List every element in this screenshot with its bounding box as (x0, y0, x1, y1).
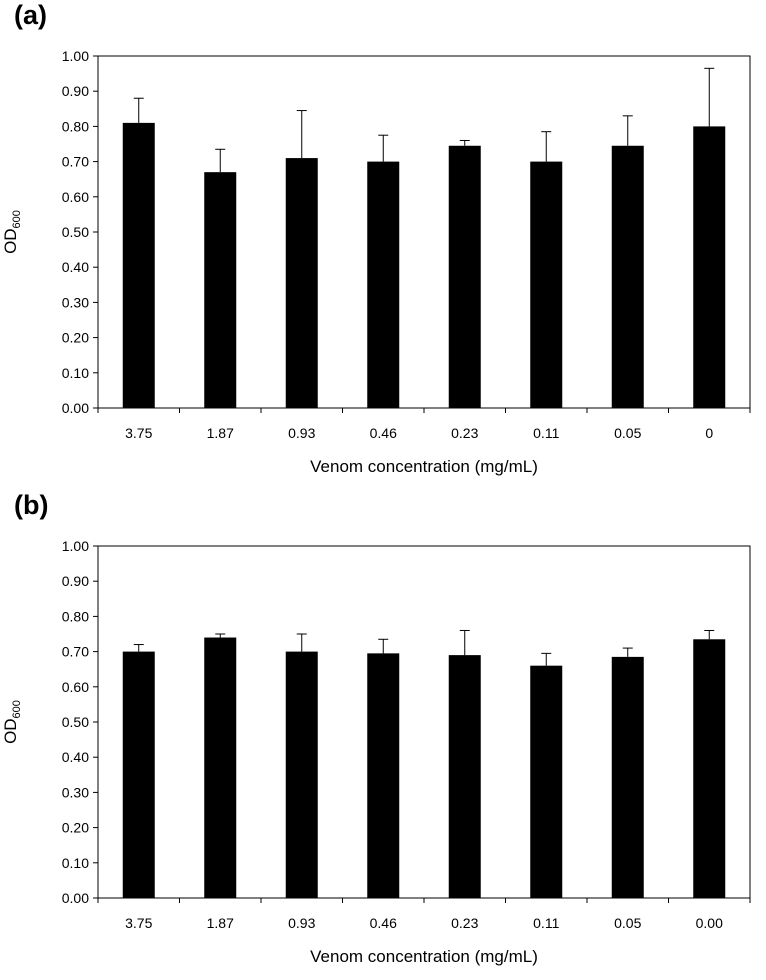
y-tick-label: 0.20 (62, 330, 89, 346)
plot-frame (97, 55, 751, 409)
panel-label: (a) (14, 0, 47, 30)
x-tick-label: 0.46 (370, 425, 397, 441)
y-axis-title-main: OD (1, 228, 20, 254)
bar (122, 651, 155, 898)
bar (611, 145, 644, 408)
bar (530, 161, 563, 408)
y-tick-label: 0.30 (62, 784, 89, 800)
chart-panel-b: (b) 0.00 0.10 0.20 0.30 0.40 0.50 0.60 0.70 0.80… (0, 490, 766, 980)
y-tick-label: 0.60 (62, 679, 89, 695)
y-tick-label: 0.50 (62, 224, 89, 240)
x-tick-label: 0 (705, 425, 713, 441)
x-tick-label: 0.23 (451, 915, 478, 931)
x-tick-label: 0.93 (288, 425, 315, 441)
y-axis-title-main: OD (1, 718, 20, 744)
y-tick-label: 1.00 (62, 538, 89, 554)
x-tick-label: 0.93 (288, 915, 315, 931)
bar (285, 158, 318, 408)
y-tick-label: 0.50 (62, 714, 89, 730)
y-tick-label: 0.70 (62, 644, 89, 660)
x-tick-label: 0.23 (451, 425, 478, 441)
y-tick-label: 0.30 (62, 294, 89, 310)
y-tick-label: 0.60 (62, 189, 89, 205)
bar (693, 126, 726, 409)
y-tick-label: 0.80 (62, 118, 89, 134)
y-axis-title: OD600 (1, 700, 23, 744)
bar (448, 655, 481, 898)
panel-label: (b) (14, 490, 49, 520)
y-tick-label: 0.90 (62, 83, 89, 99)
x-tick-label: 1.87 (207, 425, 234, 441)
y-tick-label: 0.20 (62, 820, 89, 836)
y-tick-label: 1.00 (62, 48, 89, 64)
x-tick-label: 0.05 (614, 915, 641, 931)
bar (611, 656, 644, 898)
bar (367, 653, 400, 898)
bar (122, 122, 155, 408)
y-tick-label: 0.80 (62, 608, 89, 624)
y-tick-label: 0.40 (62, 259, 89, 275)
y-axis-title-subscript: 600 (11, 700, 23, 718)
y-tick-label: 0.40 (62, 749, 89, 765)
bar (285, 651, 318, 898)
y-tick-label: 0.10 (62, 855, 89, 871)
y-tick-label: 0.00 (62, 400, 89, 416)
y-axis-title: OD600 (1, 210, 23, 254)
chart-panel-a: (a) 0.00 0.10 0.20 0.30 0.40 0.50 0.60 0.70 0.80… (1, 0, 751, 476)
bar-chart-b: 0.00 0.10 0.20 0.30 0.40 0.50 0.60 0.70 0.80 0.90… (1, 538, 751, 966)
bar (448, 145, 481, 408)
y-tick-label: 0.00 (62, 890, 89, 906)
x-tick-label: 0.11 (533, 915, 559, 931)
x-tick-label: 0.11 (533, 425, 559, 441)
y-tick-label: 0.10 (62, 365, 89, 381)
x-axis-title: Venom concentration (mg/mL) (310, 947, 538, 966)
bar (693, 639, 726, 898)
y-axis-title-subscript: 600 (11, 210, 23, 228)
y-tick-label: 0.90 (62, 573, 89, 589)
x-tick-label: 0.46 (370, 915, 397, 931)
y-tick-label: 0.70 (62, 154, 89, 170)
plot-frame (97, 545, 751, 899)
bar (204, 637, 237, 898)
x-tick-label: 1.87 (207, 915, 234, 931)
bar (530, 665, 563, 898)
x-tick-label: 0.00 (696, 915, 723, 931)
bar (367, 161, 400, 408)
x-tick-label: 3.75 (125, 425, 152, 441)
x-tick-label: 0.05 (614, 425, 641, 441)
bar-chart-a: 0.00 0.10 0.20 0.30 0.40 0.50 0.60 0.70 0.80 0.90… (1, 48, 751, 476)
x-axis-title: Venom concentration (mg/mL) (310, 457, 538, 476)
x-tick-label: 3.75 (125, 915, 152, 931)
bar (204, 172, 237, 408)
